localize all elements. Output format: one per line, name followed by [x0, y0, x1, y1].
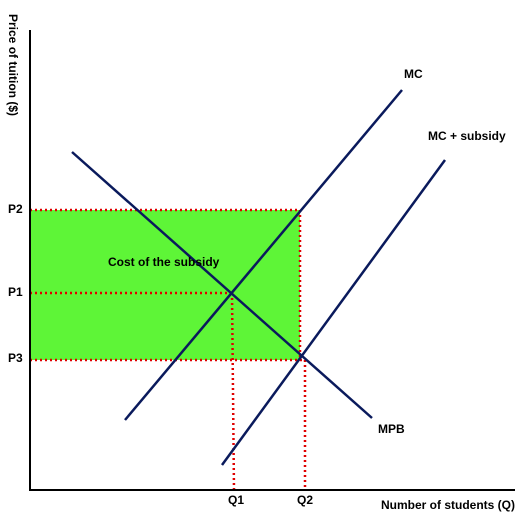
mc-subsidy-line: [220, 159, 447, 466]
subsidy-area: [30, 210, 300, 360]
price-tick: P3: [8, 351, 23, 365]
axes: [29, 30, 515, 491]
price-tick: P1: [8, 285, 23, 299]
price-tick: P2: [8, 202, 23, 216]
mpb-line: [71, 151, 373, 419]
y-axis-label: Price of tuition ($): [6, 14, 20, 116]
x-axis-label: Number of students (Q): [381, 498, 515, 512]
area-label: Cost of the subsidy: [108, 255, 220, 269]
curve-label: MPB: [378, 422, 405, 436]
curve-label: MC: [404, 67, 423, 81]
mc-line: [124, 89, 403, 421]
quantity-tick: Q2: [297, 493, 313, 507]
curves: [71, 89, 447, 466]
quantity-tick: Q1: [228, 493, 244, 507]
guide-lines: [30, 208, 307, 491]
curve-label: MC + subsidy: [428, 129, 506, 143]
